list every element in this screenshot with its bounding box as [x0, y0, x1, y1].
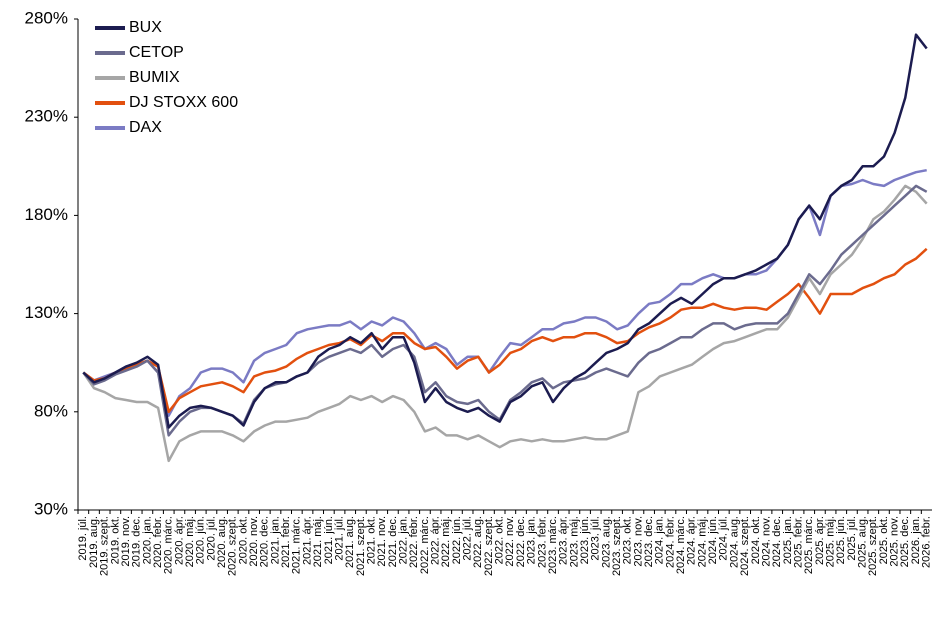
y-tick-label: 30% — [34, 499, 68, 518]
x-tick-label: 2025. dec. — [899, 516, 911, 567]
x-tick-label: 2020. nov. — [248, 516, 260, 567]
x-tick-label: 2024. szept. — [739, 516, 751, 576]
x-tick-label: 2022. jún. — [451, 516, 463, 564]
y-tick-label: 230% — [25, 107, 68, 126]
x-tick-label: 2020. okt. — [237, 516, 249, 564]
x-tick-label: 2021. dec. — [387, 516, 399, 567]
x-tick-label: 2024. dec. — [771, 516, 783, 567]
x-tick-label: 2023. aug. — [600, 516, 612, 568]
legend-label: CETOP — [129, 44, 184, 61]
x-tick-label: 2019. okt. — [109, 516, 121, 564]
x-tick-label: 2019. szept. — [99, 516, 111, 576]
x-tick-label: 2019. nov. — [120, 516, 132, 567]
x-tick-label: 2022. júl. — [462, 516, 474, 561]
x-tick-label: 2022. dec. — [515, 516, 527, 567]
x-tick-label: 2025. ápr. — [814, 516, 826, 565]
x-tick-label: 2023. dec. — [643, 516, 655, 567]
x-tick-label: 2026. febr. — [921, 516, 933, 568]
x-tick-label: 2024. máj. — [696, 516, 708, 567]
y-tick-label: 80% — [34, 401, 68, 420]
series-line — [82, 184, 928, 437]
x-tick-label: 2023. ápr. — [558, 516, 570, 565]
x-tick-label: 2023. máj. — [568, 516, 580, 567]
x-tick-label: 2020. szept. — [227, 516, 239, 576]
x-tick-label: 2021. nov. — [376, 516, 388, 567]
x-tick-label: 2025. szept. — [867, 516, 879, 576]
x-tick-label: 2021. júl. — [333, 516, 345, 561]
legend-label: BUX — [129, 19, 162, 36]
x-tick-label: 2026. jan. — [910, 516, 922, 564]
x-tick-label: 2021. febr. — [280, 516, 292, 568]
x-tick-label: 2022. szept. — [483, 516, 495, 576]
x-tick-label: 2020. jún. — [195, 516, 207, 564]
legend-label: DAX — [129, 119, 162, 136]
x-tick-label: 2025. jún. — [835, 516, 847, 564]
x-tick-label: 2020. márc. — [163, 516, 175, 574]
x-tick-label: 2022. okt. — [494, 516, 506, 564]
x-tick-label: 2021. jún. — [323, 516, 335, 564]
x-tick-label: 2025. okt. — [878, 516, 890, 564]
legend-label: DJ STOXX 600 — [129, 94, 238, 111]
x-tick-label: 2025. jan. — [782, 516, 794, 564]
x-tick-label: 2023. nov. — [632, 516, 644, 567]
x-tick-label: 2025. aug. — [857, 516, 869, 568]
x-tick-label: 2025. nov. — [889, 516, 901, 567]
x-tick-label: 2021. szept. — [355, 516, 367, 576]
x-tick-label: 2022. aug. — [472, 516, 484, 568]
y-tick-label: 180% — [25, 205, 68, 224]
x-tick-label: 2022. jan. — [397, 516, 409, 564]
x-tick-label: 2019. aug. — [88, 516, 100, 568]
x-tick-label: 2019. júl. — [77, 516, 89, 561]
x-tick-label: 2024. okt. — [750, 516, 762, 564]
y-tick-label: 280% — [25, 8, 68, 27]
series-line — [82, 247, 928, 414]
x-tick-label: 2024. jún. — [707, 516, 719, 564]
x-tick-label: 2020. máj. — [184, 516, 196, 567]
x-tick-label: 2025. máj. — [824, 516, 836, 567]
x-tick-label: 2021. máj. — [312, 516, 324, 567]
x-tick-label: 2020. ápr. — [173, 516, 185, 565]
series-line — [82, 184, 928, 463]
x-tick-label: 2020. dec. — [259, 516, 271, 567]
x-tick-label: 2024. febr. — [664, 516, 676, 568]
x-tick-label: 2022. febr. — [408, 516, 420, 568]
x-tick-label: 2024. márc. — [675, 516, 687, 574]
x-tick-label: 2020. júl. — [205, 516, 217, 561]
x-tick-label: 2022. márc. — [419, 516, 431, 574]
x-tick-label: 2022. máj. — [440, 516, 452, 567]
legend-label: BUMIX — [129, 69, 180, 86]
x-tick-label: 2021. aug. — [344, 516, 356, 568]
x-tick-label: 2024. nov. — [760, 516, 772, 567]
x-tick-label: 2024. júl. — [718, 516, 730, 561]
x-tick-label: 2022. ápr. — [430, 516, 442, 565]
x-tick-label: 2020. aug. — [216, 516, 228, 568]
x-tick-label: 2023. júl. — [590, 516, 602, 561]
x-tick-label: 2025. febr. — [792, 516, 804, 568]
x-tick-label: 2025. márc. — [803, 516, 815, 574]
x-tick-label: 2023. febr. — [536, 516, 548, 568]
x-tick-label: 2023. jún. — [579, 516, 591, 564]
x-tick-label: 2019. dec. — [131, 516, 143, 567]
x-tick-label: 2020. jan. — [141, 516, 153, 564]
x-tick-label: 2022. nov. — [504, 516, 516, 567]
x-tick-label: 2023. márc. — [547, 516, 559, 574]
x-tick-label: 2024. jan. — [654, 516, 666, 564]
series-line — [82, 33, 928, 429]
x-tick-label: 2021. márc. — [291, 516, 303, 574]
x-tick-label: 2021. ápr. — [301, 516, 313, 565]
x-tick-label: 2024. ápr. — [686, 516, 698, 565]
x-tick-label: 2023. jan. — [526, 516, 538, 564]
x-tick-label: 2024. aug. — [728, 516, 740, 568]
x-tick-label: 2021. okt. — [365, 516, 377, 564]
x-tick-label: 2023. szept. — [611, 516, 623, 576]
x-tick-label: 2025. júl. — [846, 516, 858, 561]
y-tick-label: 130% — [25, 303, 68, 322]
x-tick-label: 2023. okt. — [622, 516, 634, 564]
x-tick-label: 2020. febr. — [152, 516, 164, 568]
x-tick-label: 2021. jan. — [269, 516, 281, 564]
